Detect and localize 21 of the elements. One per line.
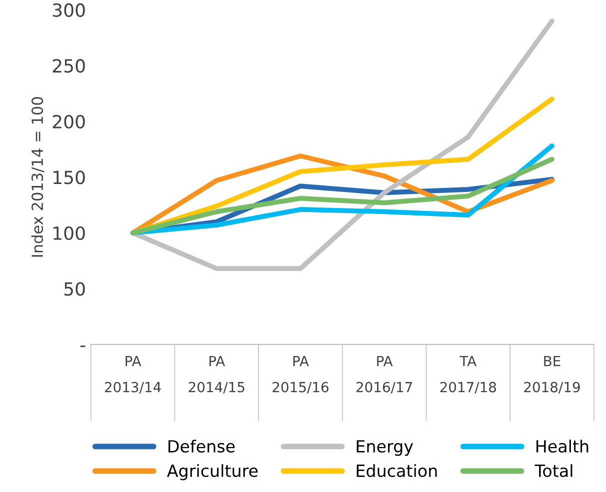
- x-tick-label: BE 2018/19: [524, 356, 580, 394]
- legend-label: Education: [356, 464, 437, 478]
- y-tick-label: -: [80, 346, 86, 348]
- legend-label: Total: [534, 464, 572, 478]
- y-tick-label: 250: [52, 59, 85, 73]
- y-tick-label: 50: [64, 282, 85, 296]
- legend-label: Agriculture: [167, 464, 258, 480]
- x-tick-label: PA 2015/16: [272, 356, 328, 394]
- x-tick-label: TA 2017/18: [440, 356, 496, 394]
- y-axis-title: Index 2013/14 = 100: [31, 97, 44, 257]
- x-tick-label: PA 2014/15: [188, 356, 244, 394]
- legend-label: Energy: [356, 440, 414, 456]
- y-tick-label: 300: [52, 3, 85, 17]
- line-series: [130, 18, 554, 271]
- legend-label: Health: [536, 440, 588, 453]
- y-tick-label: 200: [52, 114, 85, 128]
- x-tick-label: PA 2013/14: [104, 356, 161, 394]
- y-tick-label: 100: [54, 226, 85, 240]
- y-tick-label: 150: [54, 170, 85, 184]
- x-tick-label: PA 2016/17: [356, 356, 412, 394]
- legend-label: Defense: [168, 440, 235, 453]
